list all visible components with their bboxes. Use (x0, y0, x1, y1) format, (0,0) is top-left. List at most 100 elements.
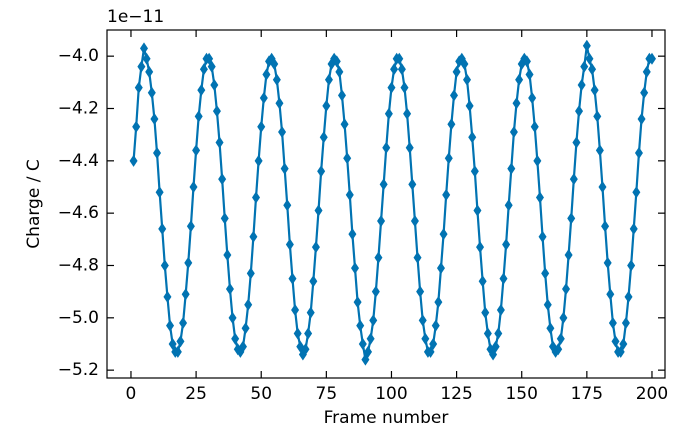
marker (186, 220, 195, 233)
marker (629, 222, 638, 235)
marker (564, 249, 573, 262)
marker (562, 283, 571, 296)
marker (371, 285, 380, 298)
marker (231, 332, 240, 345)
marker (611, 335, 620, 348)
marker (364, 345, 373, 358)
marker (335, 65, 344, 78)
marker (400, 81, 409, 94)
marker (575, 105, 584, 118)
marker (145, 65, 154, 78)
marker (275, 97, 284, 110)
marker (356, 319, 365, 332)
marker (366, 332, 375, 345)
marker (405, 141, 414, 154)
marker (533, 154, 542, 167)
marker (624, 290, 633, 303)
x-tick-label: 175 (571, 384, 603, 404)
marker (387, 81, 396, 94)
marker (559, 311, 568, 324)
marker (468, 131, 477, 144)
marker (408, 178, 417, 191)
y-axis-label: Charge / C (24, 159, 44, 248)
marker (184, 256, 193, 269)
marker (640, 86, 649, 99)
x-tick-label: 100 (375, 384, 407, 404)
marker (194, 110, 203, 123)
marker (317, 165, 326, 178)
marker (606, 288, 615, 301)
marker (291, 303, 300, 316)
marker (314, 204, 323, 217)
marker (569, 173, 578, 186)
marker (207, 60, 216, 73)
marker (345, 188, 354, 201)
marker (134, 81, 143, 94)
marker (241, 322, 250, 335)
marker (608, 317, 617, 330)
marker (322, 99, 331, 112)
marker (379, 178, 388, 191)
marker (319, 131, 328, 144)
marker (153, 146, 162, 159)
marker (166, 319, 175, 332)
marker (603, 256, 612, 269)
marker (332, 55, 341, 68)
marker (311, 241, 320, 254)
marker (189, 180, 198, 193)
marker (496, 303, 505, 316)
marker (554, 343, 563, 356)
x-tick-label: 150 (505, 384, 537, 404)
marker (246, 267, 255, 280)
marker (478, 275, 487, 288)
marker (259, 92, 268, 105)
marker (163, 290, 172, 303)
marker (627, 259, 636, 272)
marker (637, 112, 646, 125)
marker (546, 322, 555, 335)
marker (416, 285, 425, 298)
marker (353, 296, 362, 309)
marker (460, 58, 469, 71)
marker (181, 288, 190, 301)
marker (595, 144, 604, 157)
marker (525, 68, 534, 81)
marker (507, 162, 516, 175)
y-tick-label: −5.0 (58, 308, 99, 328)
marker (421, 332, 430, 345)
marker (509, 126, 518, 139)
marker (621, 317, 630, 330)
marker (447, 118, 456, 131)
marker (137, 60, 146, 73)
marker (522, 55, 531, 68)
marker (228, 311, 237, 324)
marker (504, 199, 513, 212)
x-tick-label: 50 (250, 384, 272, 404)
marker (572, 136, 581, 149)
marker (132, 120, 141, 133)
marker (642, 65, 651, 78)
marker (397, 63, 406, 76)
marker (309, 275, 318, 288)
marker (515, 73, 524, 86)
marker (270, 58, 279, 71)
marker (483, 327, 492, 340)
marker (418, 314, 427, 327)
y-tick-label: −4.6 (58, 203, 99, 223)
marker (348, 228, 357, 241)
marker (142, 52, 151, 65)
x-tick-label: 200 (636, 384, 668, 404)
x-tick-label: 0 (126, 384, 137, 404)
marker (429, 337, 438, 350)
marker (374, 251, 383, 264)
y-tick-label: −4.0 (58, 46, 99, 66)
marker (634, 146, 643, 159)
marker (179, 317, 188, 330)
marker (199, 63, 208, 76)
marker (139, 42, 148, 55)
marker (278, 126, 287, 139)
marker (556, 332, 565, 345)
y-tick-label: −4.8 (58, 255, 99, 275)
